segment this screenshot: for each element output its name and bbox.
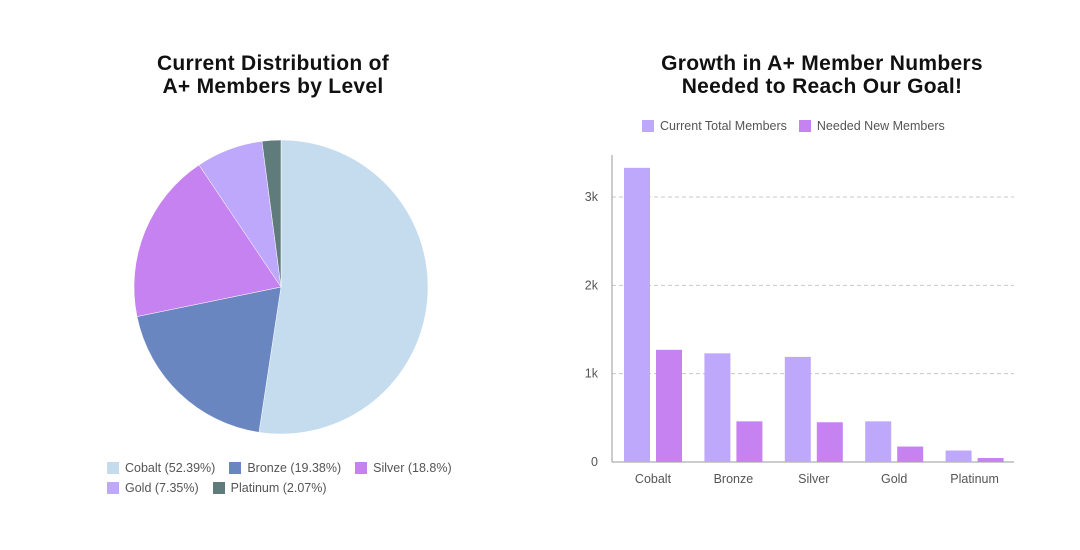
x-tick-label-platinum: Platinum bbox=[950, 472, 999, 486]
legend-label-gold: Gold (7.35%) bbox=[125, 481, 199, 495]
bar-legend-swatch-needed bbox=[798, 120, 811, 132]
bar-cobalt-needed bbox=[656, 349, 682, 462]
x-tick-label-silver: Silver bbox=[798, 472, 829, 486]
y-tick-label-1k: 1k bbox=[585, 367, 599, 381]
legend-swatch-platinum bbox=[212, 482, 225, 494]
pie-slice-bronze bbox=[136, 286, 282, 433]
bar-legend-swatch-current bbox=[642, 120, 654, 132]
bar-silver-needed bbox=[816, 422, 843, 462]
pie-legend-row-1: Cobalt (52.39%) Bronze (19.38%) Silver (… bbox=[107, 461, 452, 475]
bar-title-line-1: Growth in A+ Member Numbers bbox=[661, 52, 983, 75]
bar-gold-current bbox=[865, 421, 892, 462]
bar-legend-item-needed: Needed New Members bbox=[798, 119, 945, 133]
bar-legend-label-needed: Needed New Members bbox=[816, 119, 945, 133]
legend-label-platinum: Platinum (2.07%) bbox=[230, 481, 327, 495]
legend-label-silver: Silver (18.8%) bbox=[373, 461, 452, 475]
bar-title-line-2: Needed to Reach Our Goal! bbox=[681, 75, 963, 98]
bar-silver-current bbox=[784, 356, 811, 462]
x-tick-label-gold: Gold bbox=[881, 472, 907, 486]
legend-swatch-bronze bbox=[229, 462, 242, 474]
y-tick-label-2k: 2k bbox=[585, 278, 599, 292]
x-tick-label-cobalt: Cobalt bbox=[635, 472, 672, 486]
bar-cobalt-current bbox=[624, 167, 650, 462]
bar-gold-needed bbox=[897, 446, 924, 462]
bar-legend-item-current: Current Total Members bbox=[642, 119, 787, 133]
bar-platinum-current bbox=[945, 450, 972, 462]
bar-platinum-needed bbox=[977, 458, 1004, 462]
pie-slice-cobalt bbox=[258, 139, 429, 435]
legend-swatch-gold bbox=[107, 482, 119, 494]
pie-title-line-1: Current Distribution of bbox=[156, 52, 390, 75]
bar-bronze-needed bbox=[736, 421, 763, 462]
pie-legend-row-2: Gold (7.35%) Platinum (2.07%) bbox=[107, 481, 327, 495]
legend-swatch-cobalt bbox=[107, 462, 119, 474]
bar-legend-label-current: Current Total Members bbox=[660, 119, 787, 133]
pie-title-line-2: A+ Members by Level bbox=[162, 75, 384, 98]
bar-legend: Current Total Members Needed New Members bbox=[642, 119, 957, 133]
y-tick-label-3k: 3k bbox=[585, 190, 599, 204]
y-tick-label-0: 0 bbox=[591, 455, 598, 469]
legend-label-bronze: Bronze (19.38%) bbox=[247, 461, 342, 475]
x-tick-label-bronze: Bronze bbox=[714, 472, 754, 486]
pie-slice-silver bbox=[133, 164, 282, 317]
pie-slice-platinum bbox=[261, 139, 282, 288]
legend-label-cobalt: Cobalt (52.39%) bbox=[125, 461, 216, 475]
pie-chart-title: Current Distribution of A+ Members by Le… bbox=[120, 52, 426, 98]
bar-bronze-current bbox=[704, 353, 731, 462]
legend-swatch-silver bbox=[355, 462, 368, 474]
bar-chart-title: Growth in A+ Member Numbers Needed to Re… bbox=[620, 52, 1024, 98]
